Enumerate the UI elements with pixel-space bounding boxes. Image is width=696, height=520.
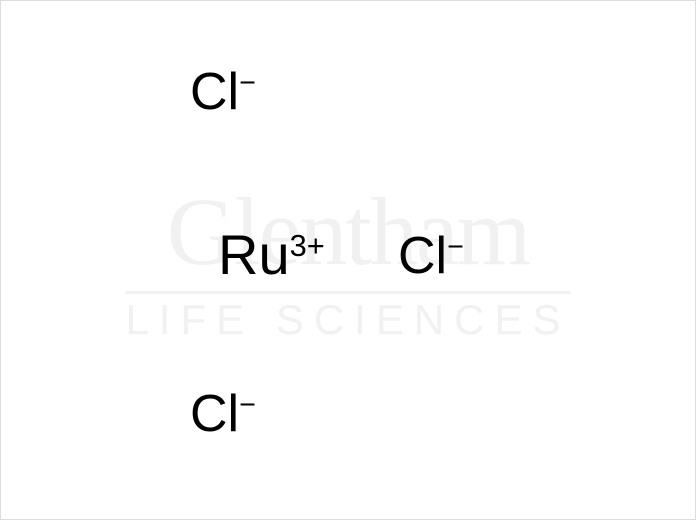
formula-cl-bottom-charge: − <box>239 389 256 421</box>
formula-cl-right-charge: − <box>447 231 464 263</box>
watermark: Glentham LIFE SCIENCES <box>125 176 570 344</box>
canvas: Glentham LIFE SCIENCES Cl−Ru3+Cl−Cl− <box>0 0 696 520</box>
formula-cl-top-charge: − <box>239 67 256 99</box>
watermark-divider-bar <box>125 291 570 294</box>
formula-cl-right-base: Cl <box>398 227 447 285</box>
formula-ru-center-charge: 3+ <box>290 228 325 263</box>
formula-cl-top-base: Cl <box>190 63 239 121</box>
canvas-border <box>0 0 696 520</box>
formula-ru-center-base: Ru <box>218 223 290 286</box>
watermark-top-text: Glentham <box>125 176 570 287</box>
watermark-divider <box>125 291 570 294</box>
formula-cl-right: Cl− <box>398 226 464 286</box>
formula-cl-bottom: Cl− <box>190 384 256 444</box>
formula-ru-center: Ru3+ <box>218 222 325 287</box>
watermark-bottom-text: LIFE SCIENCES <box>125 296 570 344</box>
formula-cl-top: Cl− <box>190 62 256 122</box>
formula-cl-bottom-base: Cl <box>190 385 239 443</box>
